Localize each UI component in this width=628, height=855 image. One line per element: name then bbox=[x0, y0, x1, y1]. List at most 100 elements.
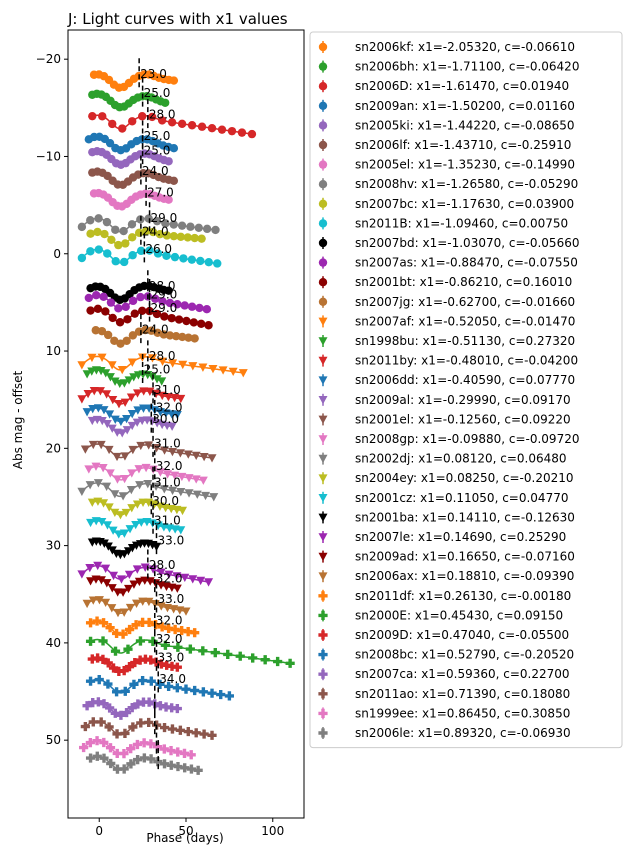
data-point bbox=[144, 214, 153, 223]
legend-label: sn2007af: x1=-0.52050, c=-0.01470 bbox=[355, 314, 575, 328]
data-point bbox=[228, 367, 238, 377]
data-point bbox=[190, 628, 200, 638]
data-point bbox=[96, 717, 106, 727]
legend-label: sn2001bt: x1=-0.86210, c=0.16010 bbox=[355, 275, 572, 289]
data-point bbox=[122, 336, 131, 345]
data-point bbox=[105, 703, 115, 713]
data-point bbox=[112, 729, 122, 739]
legend-entry: sn2006lf: x1=-1.43710, c=-0.25910 bbox=[318, 138, 571, 152]
legend-entry: sn2006le: x1=0.89320, c=-0.06930 bbox=[318, 726, 571, 740]
data-point bbox=[129, 580, 139, 589]
data-point bbox=[116, 710, 126, 720]
data-point bbox=[159, 330, 168, 339]
data-point bbox=[146, 739, 156, 749]
phase-marker-label: 30.0 bbox=[152, 494, 179, 508]
legend-entry: sn2001ba: x1=0.14110, c=-0.12630 bbox=[318, 510, 575, 524]
data-point bbox=[92, 751, 102, 761]
data-point bbox=[117, 429, 127, 438]
series-30 bbox=[87, 653, 182, 676]
curves-layer bbox=[77, 70, 295, 775]
data-point bbox=[177, 221, 187, 230]
data-point bbox=[120, 398, 130, 407]
data-point bbox=[85, 563, 95, 573]
data-point bbox=[144, 697, 154, 707]
data-point bbox=[111, 225, 120, 234]
data-point bbox=[165, 331, 175, 340]
data-point bbox=[136, 518, 146, 527]
data-point bbox=[88, 717, 98, 727]
legend-entry: sn2001cz: x1=0.11050, c=0.04770 bbox=[318, 491, 568, 505]
legend-entry: sn2007bd: x1=-1.03070, c=-0.05660 bbox=[318, 236, 579, 250]
legend-marker bbox=[318, 708, 328, 719]
data-point bbox=[181, 684, 191, 694]
data-point bbox=[210, 648, 220, 658]
data-point bbox=[188, 362, 198, 371]
data-point bbox=[202, 305, 212, 314]
data-point bbox=[198, 687, 208, 697]
series-13 bbox=[91, 325, 199, 348]
phase-marker-label: 25.0 bbox=[144, 144, 171, 158]
data-point bbox=[159, 485, 169, 494]
data-point bbox=[190, 685, 200, 696]
data-point bbox=[183, 726, 193, 737]
data-point bbox=[247, 129, 257, 139]
data-point bbox=[86, 229, 95, 238]
data-point bbox=[133, 389, 143, 398]
legend-label: sn2009D: x1=0.47040, c=-0.05500 bbox=[355, 628, 569, 642]
data-point bbox=[133, 699, 143, 709]
data-point bbox=[103, 249, 112, 258]
data-point bbox=[118, 588, 128, 597]
legend-entry: sn2005ki: x1=-1.44220, c=-0.08650 bbox=[318, 118, 575, 132]
data-point bbox=[146, 676, 156, 686]
legend-marker bbox=[318, 376, 328, 385]
series-21 bbox=[77, 479, 219, 502]
data-point bbox=[121, 302, 130, 312]
data-point bbox=[105, 138, 115, 148]
data-point bbox=[135, 655, 145, 665]
series-35 bbox=[85, 751, 203, 775]
data-point bbox=[180, 763, 190, 773]
y-tick-label: −10 bbox=[36, 149, 61, 163]
phase-marker-label: 24.0 bbox=[142, 323, 169, 337]
data-point bbox=[93, 653, 103, 663]
legend-marker bbox=[318, 396, 328, 405]
legend-marker bbox=[318, 513, 328, 522]
legend-entry: sn2008bc: x1=0.52790, c=-0.20520 bbox=[318, 648, 574, 662]
data-point bbox=[167, 118, 177, 127]
data-point bbox=[80, 721, 90, 732]
phase-marker-label: 31.0 bbox=[154, 436, 181, 450]
data-point bbox=[107, 361, 117, 370]
data-point bbox=[178, 506, 188, 516]
x-tick-label: 50 bbox=[178, 824, 193, 838]
data-point bbox=[110, 708, 120, 718]
data-point bbox=[187, 255, 197, 264]
data-point bbox=[157, 622, 167, 632]
data-point bbox=[96, 440, 106, 450]
data-point bbox=[107, 604, 117, 613]
data-point bbox=[179, 254, 188, 263]
data-point bbox=[105, 743, 116, 753]
data-point bbox=[107, 584, 117, 593]
data-point bbox=[190, 334, 199, 343]
data-point bbox=[152, 542, 161, 552]
data-point bbox=[172, 662, 182, 672]
data-point bbox=[152, 309, 162, 319]
legend-label: sn2007bd: x1=-1.03070, c=-0.05660 bbox=[355, 236, 579, 250]
series-6 bbox=[89, 188, 173, 211]
data-point bbox=[127, 703, 137, 713]
data-point bbox=[122, 426, 132, 435]
legend-label: sn2009ad: x1=0.16650, c=-0.07160 bbox=[355, 550, 575, 564]
phase-marker-label: 26.0 bbox=[145, 242, 172, 256]
legend-marker bbox=[318, 669, 328, 679]
data-point bbox=[114, 530, 124, 539]
legend-entry: sn2006bh: x1=-1.71100, c=-0.06420 bbox=[318, 60, 579, 74]
data-point bbox=[98, 636, 108, 646]
data-point bbox=[77, 395, 87, 404]
data-point bbox=[132, 418, 142, 427]
legend-entry: sn2007ca: x1=0.59360, c=0.22700 bbox=[318, 667, 570, 681]
data-point bbox=[132, 599, 142, 608]
y-tick-label: 10 bbox=[46, 344, 61, 358]
data-point bbox=[84, 465, 94, 474]
data-point bbox=[166, 746, 176, 756]
data-point bbox=[102, 579, 112, 588]
